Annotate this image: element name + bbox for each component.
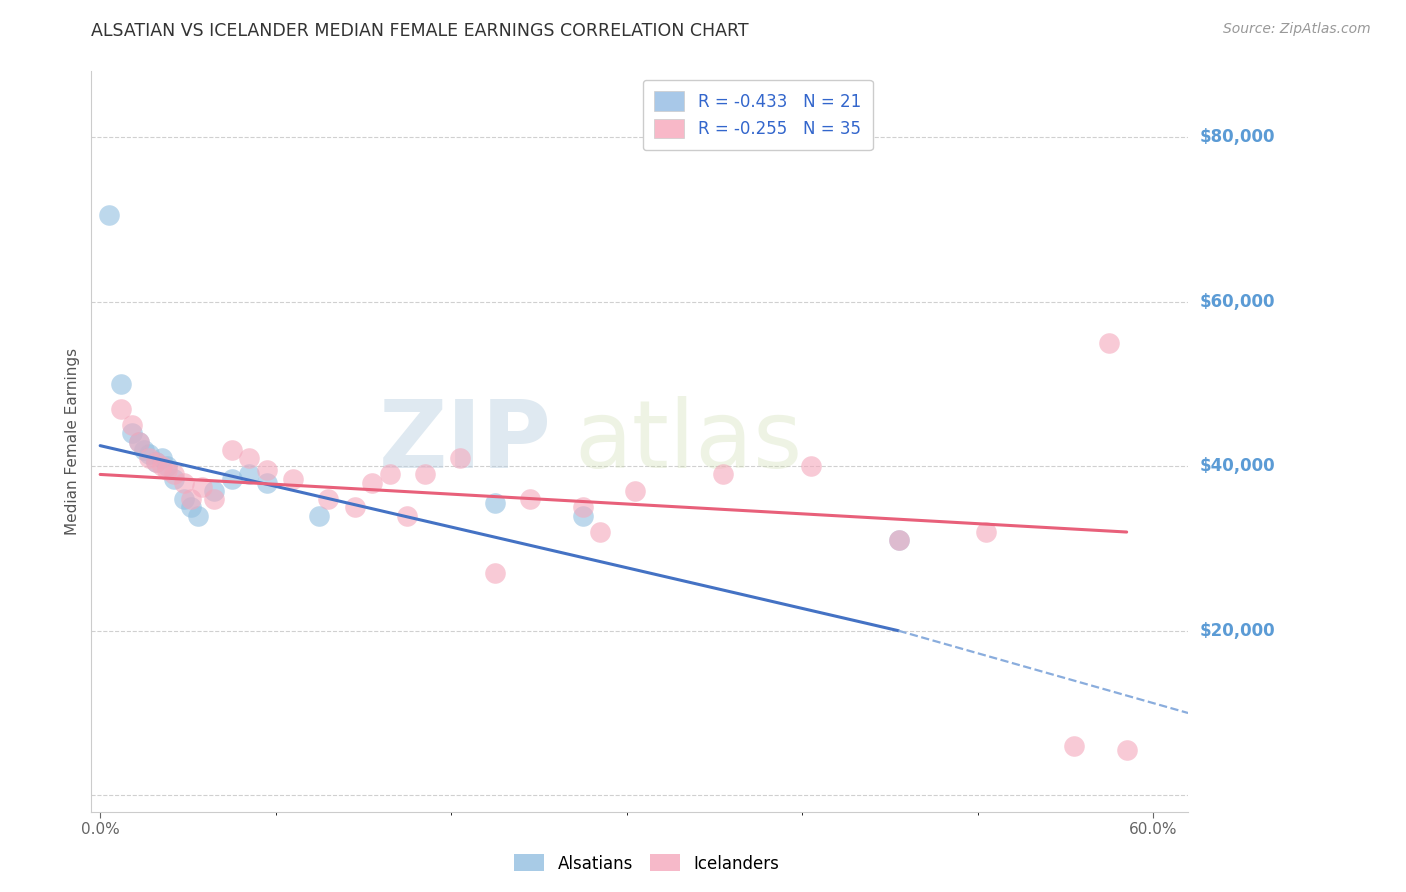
- Point: [150, 450, 173, 465]
- Point: [283, 471, 305, 485]
- Point: [138, 447, 160, 461]
- Point: [256, 463, 278, 477]
- Point: [396, 508, 419, 523]
- Point: [163, 471, 186, 485]
- Point: [180, 492, 202, 507]
- Point: [571, 500, 593, 515]
- Point: [378, 467, 401, 482]
- Point: [221, 442, 243, 457]
- Point: [589, 524, 612, 539]
- Point: [128, 434, 150, 449]
- Y-axis label: Median Female Earnings: Median Female Earnings: [65, 348, 80, 535]
- Point: [202, 483, 225, 498]
- Point: [163, 467, 186, 482]
- Point: [110, 401, 132, 416]
- Point: [887, 533, 910, 548]
- Point: [121, 418, 143, 433]
- Point: [156, 459, 179, 474]
- Point: [110, 376, 132, 391]
- Point: [484, 496, 506, 510]
- Point: [150, 459, 173, 474]
- Point: [121, 426, 143, 441]
- Legend: Alsatians, Icelanders: Alsatians, Icelanders: [508, 847, 786, 880]
- Text: $80,000: $80,000: [1199, 128, 1275, 146]
- Point: [238, 467, 260, 482]
- Point: [1115, 743, 1137, 757]
- Text: $60,000: $60,000: [1199, 293, 1275, 310]
- Point: [800, 459, 823, 474]
- Point: [180, 500, 202, 515]
- Text: $20,000: $20,000: [1199, 622, 1275, 640]
- Point: [308, 508, 330, 523]
- Point: [187, 508, 209, 523]
- Text: Source: ZipAtlas.com: Source: ZipAtlas.com: [1223, 22, 1371, 37]
- Point: [887, 533, 910, 548]
- Point: [145, 455, 167, 469]
- Point: [449, 450, 471, 465]
- Point: [128, 434, 150, 449]
- Point: [173, 492, 195, 507]
- Point: [191, 480, 214, 494]
- Point: [156, 463, 179, 477]
- Point: [1098, 335, 1121, 350]
- Text: $40,000: $40,000: [1199, 458, 1275, 475]
- Point: [413, 467, 436, 482]
- Point: [173, 475, 195, 490]
- Text: ALSATIAN VS ICELANDER MEDIAN FEMALE EARNINGS CORRELATION CHART: ALSATIAN VS ICELANDER MEDIAN FEMALE EARN…: [91, 22, 749, 40]
- Point: [316, 492, 339, 507]
- Point: [97, 208, 120, 222]
- Point: [256, 475, 278, 490]
- Point: [221, 471, 243, 485]
- Point: [202, 492, 225, 507]
- Point: [711, 467, 734, 482]
- Point: [519, 492, 541, 507]
- Legend: R = -0.433   N = 21, R = -0.255   N = 35: R = -0.433 N = 21, R = -0.255 N = 35: [643, 79, 873, 150]
- Point: [343, 500, 366, 515]
- Point: [238, 450, 260, 465]
- Point: [624, 483, 647, 498]
- Point: [1063, 739, 1085, 753]
- Point: [974, 524, 997, 539]
- Point: [361, 475, 384, 490]
- Point: [571, 508, 593, 523]
- Point: [132, 442, 155, 457]
- Text: atlas: atlas: [574, 395, 803, 488]
- Point: [484, 566, 506, 581]
- Point: [145, 455, 167, 469]
- Point: [138, 450, 160, 465]
- Text: ZIP: ZIP: [380, 395, 553, 488]
